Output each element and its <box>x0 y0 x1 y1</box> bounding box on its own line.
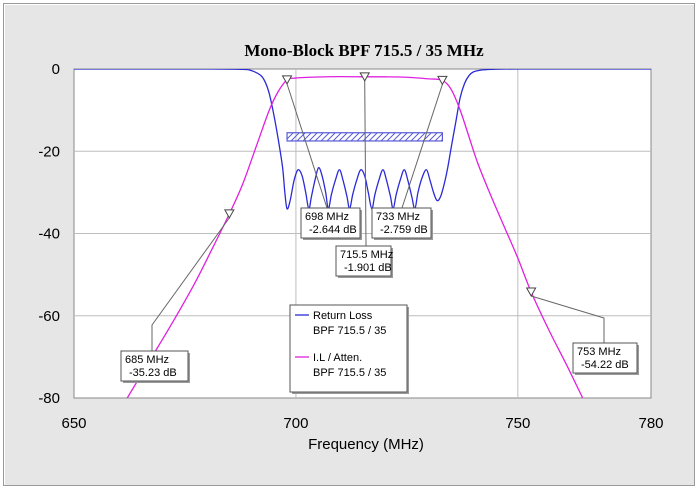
legend: Return Loss BPF 715.5 / 35 I.L / Atten. BPF… <box>289 304 409 394</box>
marker-698-value: -2.644 dB <box>309 224 357 236</box>
chart-title: Mono-Block BPF 715.5 / 35 MHz <box>244 41 484 60</box>
marker-753-triangle <box>525 287 537 297</box>
x-axis-label: Frequency (MHz) <box>308 436 424 453</box>
marker-715-triangle <box>359 72 371 82</box>
marker-698-triangle <box>281 75 293 85</box>
y-tick-label: -40 <box>38 226 60 243</box>
y-axis: 0 -20 -40 -60 -80 <box>38 61 60 407</box>
legend-label-1: I.L / Atten. <box>313 352 362 364</box>
marker-733-value: -2.759 dB <box>380 224 428 236</box>
x-tick-label: 780 <box>638 415 663 432</box>
marker-698-freq: 698 MHz <box>305 211 349 223</box>
marker-715-box <box>335 245 392 277</box>
legend-label-0: Return Loss <box>313 310 373 322</box>
marker-leaders <box>151 80 605 351</box>
y-tick-label: -80 <box>38 390 60 407</box>
series-line-insertion-loss <box>126 75 584 398</box>
marker-753-leader <box>531 295 605 343</box>
marker-733-leader <box>401 84 443 209</box>
marker-698-leader <box>286 83 328 209</box>
marker-753-value: -54.22 dB <box>581 359 629 371</box>
marker-685-leader <box>151 217 230 351</box>
legend-sublabel-0: BPF 715.5 / 35 <box>313 325 386 337</box>
marker-715-freq: 715.5 MHz <box>340 249 393 261</box>
marker-685-box <box>120 350 189 382</box>
marker-685-freq: 685 MHz <box>125 354 169 366</box>
marker-753-freq: 753 MHz <box>577 346 621 358</box>
marker-698-box <box>300 207 361 239</box>
legend-box <box>289 304 408 393</box>
x-tick-label: 700 <box>283 415 308 432</box>
x-axis: 650 700 750 780 <box>61 415 663 432</box>
marker-685-triangle <box>223 209 235 219</box>
marker-685-value: -35.23 dB <box>129 367 177 379</box>
marker-715-value: -1.901 dB <box>344 262 392 274</box>
markers: 685 MHz-35.23 dB 698 MHz-2.644 dB 715.5 MH… <box>120 72 639 383</box>
y-tick-label: -20 <box>38 143 60 160</box>
series-line-return-loss <box>74 69 651 210</box>
marker-733-box <box>371 207 432 239</box>
y-tick-label: 0 <box>52 61 60 78</box>
y-tick-label: -60 <box>38 308 60 325</box>
series <box>74 69 651 398</box>
marker-715-leader <box>364 80 367 247</box>
legend-sublabel-1: BPF 715.5 / 35 <box>313 367 386 379</box>
marker-733-freq: 733 MHz <box>376 211 420 223</box>
x-tick-label: 750 <box>505 415 530 432</box>
x-tick-label: 650 <box>61 415 86 432</box>
marker-753-box <box>572 342 638 374</box>
marker-733-triangle <box>437 75 448 86</box>
